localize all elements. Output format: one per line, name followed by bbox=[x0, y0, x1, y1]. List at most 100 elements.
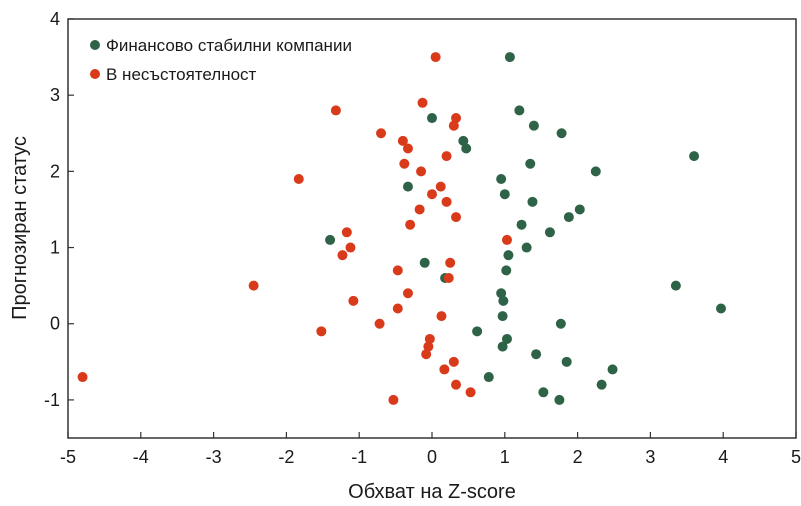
data-point-stable bbox=[497, 341, 508, 352]
x-tick-label: 1 bbox=[500, 447, 510, 467]
data-point-stable bbox=[574, 204, 585, 215]
data-point-insolvent bbox=[435, 181, 446, 192]
data-point-stable bbox=[503, 250, 514, 261]
data-point-insolvent bbox=[405, 219, 416, 230]
x-axis-label: Обхват на Z-score bbox=[348, 481, 516, 503]
legend-label-insolvent: В несъстоятелност bbox=[106, 65, 257, 84]
legend-label-stable: Финансово стабилни компании bbox=[106, 36, 352, 55]
data-point-insolvent bbox=[248, 280, 259, 291]
data-point-stable bbox=[472, 326, 483, 337]
y-tick-label: -1 bbox=[44, 390, 60, 410]
x-tick-label: 0 bbox=[427, 447, 437, 467]
data-point-stable bbox=[689, 151, 700, 162]
data-point-insolvent bbox=[316, 326, 327, 337]
x-tick-label: 2 bbox=[573, 447, 583, 467]
data-point-stable bbox=[716, 303, 727, 314]
data-point-stable bbox=[607, 364, 618, 375]
x-tick-label: 5 bbox=[791, 447, 801, 467]
data-point-insolvent bbox=[402, 143, 413, 154]
x-tick-label: 4 bbox=[718, 447, 728, 467]
data-point-insolvent bbox=[392, 265, 403, 276]
x-tick-label: 3 bbox=[645, 447, 655, 467]
data-point-stable bbox=[483, 372, 494, 383]
data-point-stable bbox=[514, 105, 525, 116]
data-point-insolvent bbox=[441, 151, 452, 162]
data-point-stable bbox=[501, 265, 512, 276]
data-point-stable bbox=[527, 196, 538, 207]
data-point-stable bbox=[496, 288, 507, 299]
data-point-insolvent bbox=[451, 379, 462, 390]
data-point-stable bbox=[504, 52, 515, 63]
data-point-insolvent bbox=[421, 349, 432, 360]
data-point-stable bbox=[525, 158, 536, 169]
y-tick-label: 2 bbox=[50, 161, 60, 181]
data-point-insolvent bbox=[416, 166, 427, 177]
y-axis-label: Прогнозиран статус bbox=[9, 136, 31, 320]
legend: Финансово стабилни компании В несъстояте… bbox=[90, 36, 352, 84]
data-point-stable bbox=[498, 295, 509, 306]
data-point-stable bbox=[528, 120, 539, 131]
data-point-insolvent bbox=[397, 135, 408, 146]
data-point-stable bbox=[496, 173, 507, 184]
data-point-insolvent bbox=[293, 173, 304, 184]
data-point-insolvent bbox=[341, 227, 352, 238]
data-point-stable bbox=[590, 166, 601, 177]
data-point-insolvent bbox=[465, 387, 476, 398]
data-point-insolvent bbox=[448, 356, 459, 367]
x-tick-label: -5 bbox=[60, 447, 76, 467]
data-point-insolvent bbox=[77, 372, 88, 383]
data-point-insolvent bbox=[376, 128, 387, 139]
data-point-insolvent bbox=[374, 318, 385, 329]
data-point-stable bbox=[521, 242, 532, 253]
data-point-stable bbox=[458, 135, 469, 146]
x-tick-label: -4 bbox=[133, 447, 149, 467]
data-point-insolvent bbox=[427, 189, 437, 200]
data-point-stable bbox=[555, 318, 566, 329]
y-tick-label: 0 bbox=[50, 314, 60, 334]
data-point-insolvent bbox=[337, 250, 348, 261]
data-point-insolvent bbox=[423, 341, 434, 352]
x-tick-label: -1 bbox=[351, 447, 367, 467]
data-point-insolvent bbox=[441, 196, 452, 207]
data-point-insolvent bbox=[348, 295, 359, 306]
legend-marker-insolvent bbox=[90, 69, 100, 79]
data-point-insolvent bbox=[388, 394, 399, 405]
x-tick-label: -3 bbox=[206, 447, 222, 467]
data-point-insolvent bbox=[402, 288, 413, 299]
y-tick-label: 3 bbox=[50, 85, 60, 105]
data-point-stable bbox=[402, 181, 413, 192]
data-point-stable bbox=[427, 113, 437, 124]
data-points bbox=[77, 52, 727, 405]
data-point-stable bbox=[499, 189, 510, 200]
data-point-insolvent bbox=[330, 105, 341, 116]
y-tick-label: 4 bbox=[50, 9, 60, 29]
data-point-insolvent bbox=[392, 303, 403, 314]
data-point-stable bbox=[596, 379, 607, 390]
data-point-insolvent bbox=[414, 204, 425, 215]
data-point-insolvent bbox=[445, 257, 456, 268]
y-tick-label: 1 bbox=[50, 238, 60, 258]
data-point-insolvent bbox=[424, 333, 435, 344]
data-point-stable bbox=[501, 333, 512, 344]
data-point-insolvent bbox=[451, 212, 462, 223]
data-point-insolvent bbox=[439, 364, 450, 375]
data-point-stable bbox=[561, 356, 572, 367]
data-point-stable bbox=[554, 394, 565, 405]
data-point-stable bbox=[516, 219, 527, 230]
data-point-insolvent bbox=[501, 234, 512, 245]
data-point-stable bbox=[556, 128, 567, 139]
data-point-stable bbox=[538, 387, 549, 398]
data-point-stable bbox=[544, 227, 555, 238]
data-point-insolvent bbox=[443, 273, 454, 284]
data-point-insolvent bbox=[417, 97, 428, 108]
ticks: -5 -4 -3 -2 -1 0 1 2 3 4 5 -1 0 1 2 3 4 bbox=[44, 9, 801, 467]
legend-marker-stable bbox=[90, 40, 100, 50]
data-point-insolvent bbox=[451, 113, 462, 124]
data-point-stable bbox=[531, 349, 542, 360]
x-tick-label: -2 bbox=[278, 447, 294, 467]
data-point-insolvent bbox=[436, 311, 447, 322]
data-point-stable bbox=[461, 143, 472, 154]
data-point-stable bbox=[670, 280, 681, 291]
data-point-insolvent bbox=[430, 52, 441, 63]
